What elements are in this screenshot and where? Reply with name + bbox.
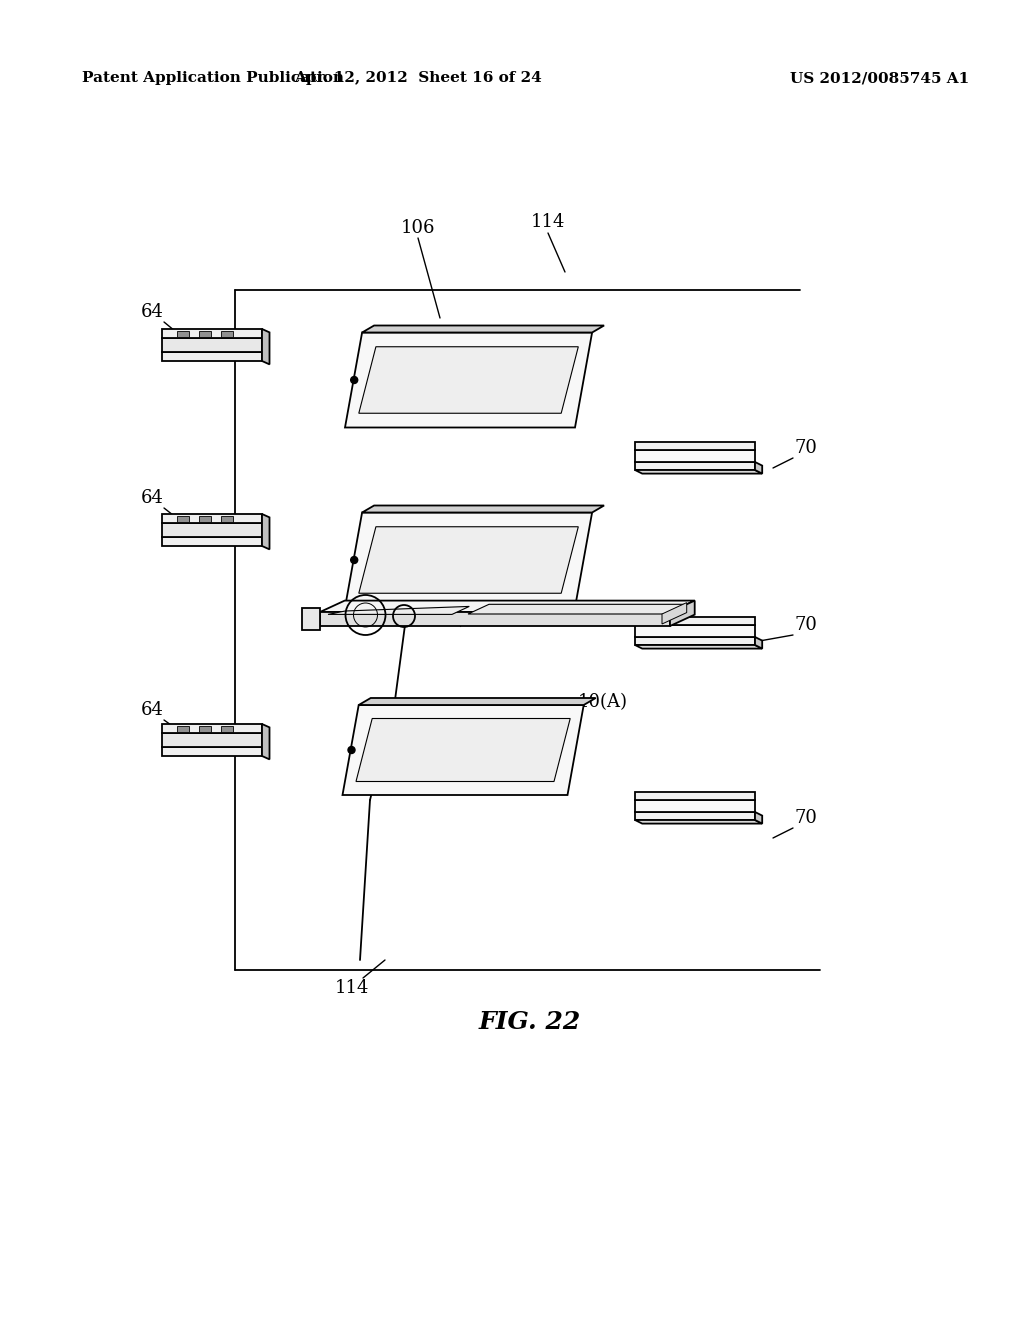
- Polygon shape: [177, 516, 189, 521]
- Polygon shape: [670, 601, 694, 626]
- Polygon shape: [162, 352, 262, 360]
- Polygon shape: [262, 723, 269, 759]
- Polygon shape: [162, 523, 262, 537]
- Polygon shape: [662, 603, 687, 624]
- Polygon shape: [358, 698, 596, 705]
- Polygon shape: [358, 347, 579, 413]
- Polygon shape: [319, 601, 694, 612]
- Polygon shape: [635, 812, 755, 820]
- Polygon shape: [162, 338, 262, 352]
- Polygon shape: [177, 726, 189, 733]
- Circle shape: [350, 376, 357, 384]
- Polygon shape: [635, 462, 755, 470]
- Polygon shape: [635, 624, 755, 638]
- Text: 64: 64: [140, 488, 164, 507]
- Polygon shape: [221, 726, 233, 733]
- Text: 114: 114: [530, 213, 565, 231]
- Polygon shape: [199, 726, 211, 733]
- Polygon shape: [162, 537, 262, 546]
- Polygon shape: [177, 331, 189, 337]
- Polygon shape: [755, 812, 762, 824]
- Polygon shape: [221, 331, 233, 337]
- Polygon shape: [162, 747, 262, 756]
- Text: 70: 70: [795, 616, 818, 634]
- Polygon shape: [342, 705, 584, 795]
- Polygon shape: [162, 513, 262, 523]
- Polygon shape: [635, 820, 762, 824]
- Polygon shape: [302, 609, 319, 630]
- Polygon shape: [635, 616, 755, 624]
- Polygon shape: [635, 792, 755, 800]
- Text: 64: 64: [140, 304, 164, 321]
- Polygon shape: [362, 506, 604, 512]
- Polygon shape: [635, 645, 762, 648]
- Polygon shape: [358, 527, 579, 593]
- Polygon shape: [199, 331, 211, 337]
- Text: Patent Application Publication: Patent Application Publication: [82, 71, 344, 84]
- Polygon shape: [635, 638, 755, 645]
- Polygon shape: [162, 537, 269, 540]
- Polygon shape: [199, 516, 211, 521]
- Polygon shape: [162, 747, 269, 750]
- Polygon shape: [221, 516, 233, 521]
- Polygon shape: [356, 718, 570, 781]
- Polygon shape: [755, 462, 762, 474]
- Polygon shape: [162, 733, 262, 747]
- Polygon shape: [635, 450, 755, 462]
- Polygon shape: [328, 606, 469, 614]
- Polygon shape: [162, 352, 269, 355]
- Text: 114: 114: [335, 979, 370, 997]
- Polygon shape: [262, 513, 269, 549]
- Polygon shape: [635, 442, 755, 450]
- Polygon shape: [635, 470, 762, 474]
- Polygon shape: [262, 329, 269, 364]
- Polygon shape: [635, 800, 755, 812]
- Text: Apr. 12, 2012  Sheet 16 of 24: Apr. 12, 2012 Sheet 16 of 24: [294, 71, 542, 84]
- Polygon shape: [319, 612, 670, 626]
- Polygon shape: [345, 333, 592, 428]
- Polygon shape: [162, 723, 262, 733]
- Text: FIG. 22: FIG. 22: [479, 1010, 582, 1034]
- Polygon shape: [755, 638, 762, 648]
- Circle shape: [348, 747, 355, 754]
- Polygon shape: [162, 329, 262, 338]
- Text: 70: 70: [795, 440, 818, 457]
- Text: 64: 64: [140, 701, 164, 719]
- Text: 10(A): 10(A): [578, 693, 628, 711]
- Polygon shape: [345, 512, 592, 607]
- Text: 106: 106: [400, 219, 435, 238]
- Text: US 2012/0085745 A1: US 2012/0085745 A1: [791, 71, 970, 84]
- Circle shape: [350, 557, 357, 564]
- Text: 70: 70: [795, 809, 818, 828]
- Polygon shape: [468, 605, 686, 614]
- Polygon shape: [362, 326, 604, 333]
